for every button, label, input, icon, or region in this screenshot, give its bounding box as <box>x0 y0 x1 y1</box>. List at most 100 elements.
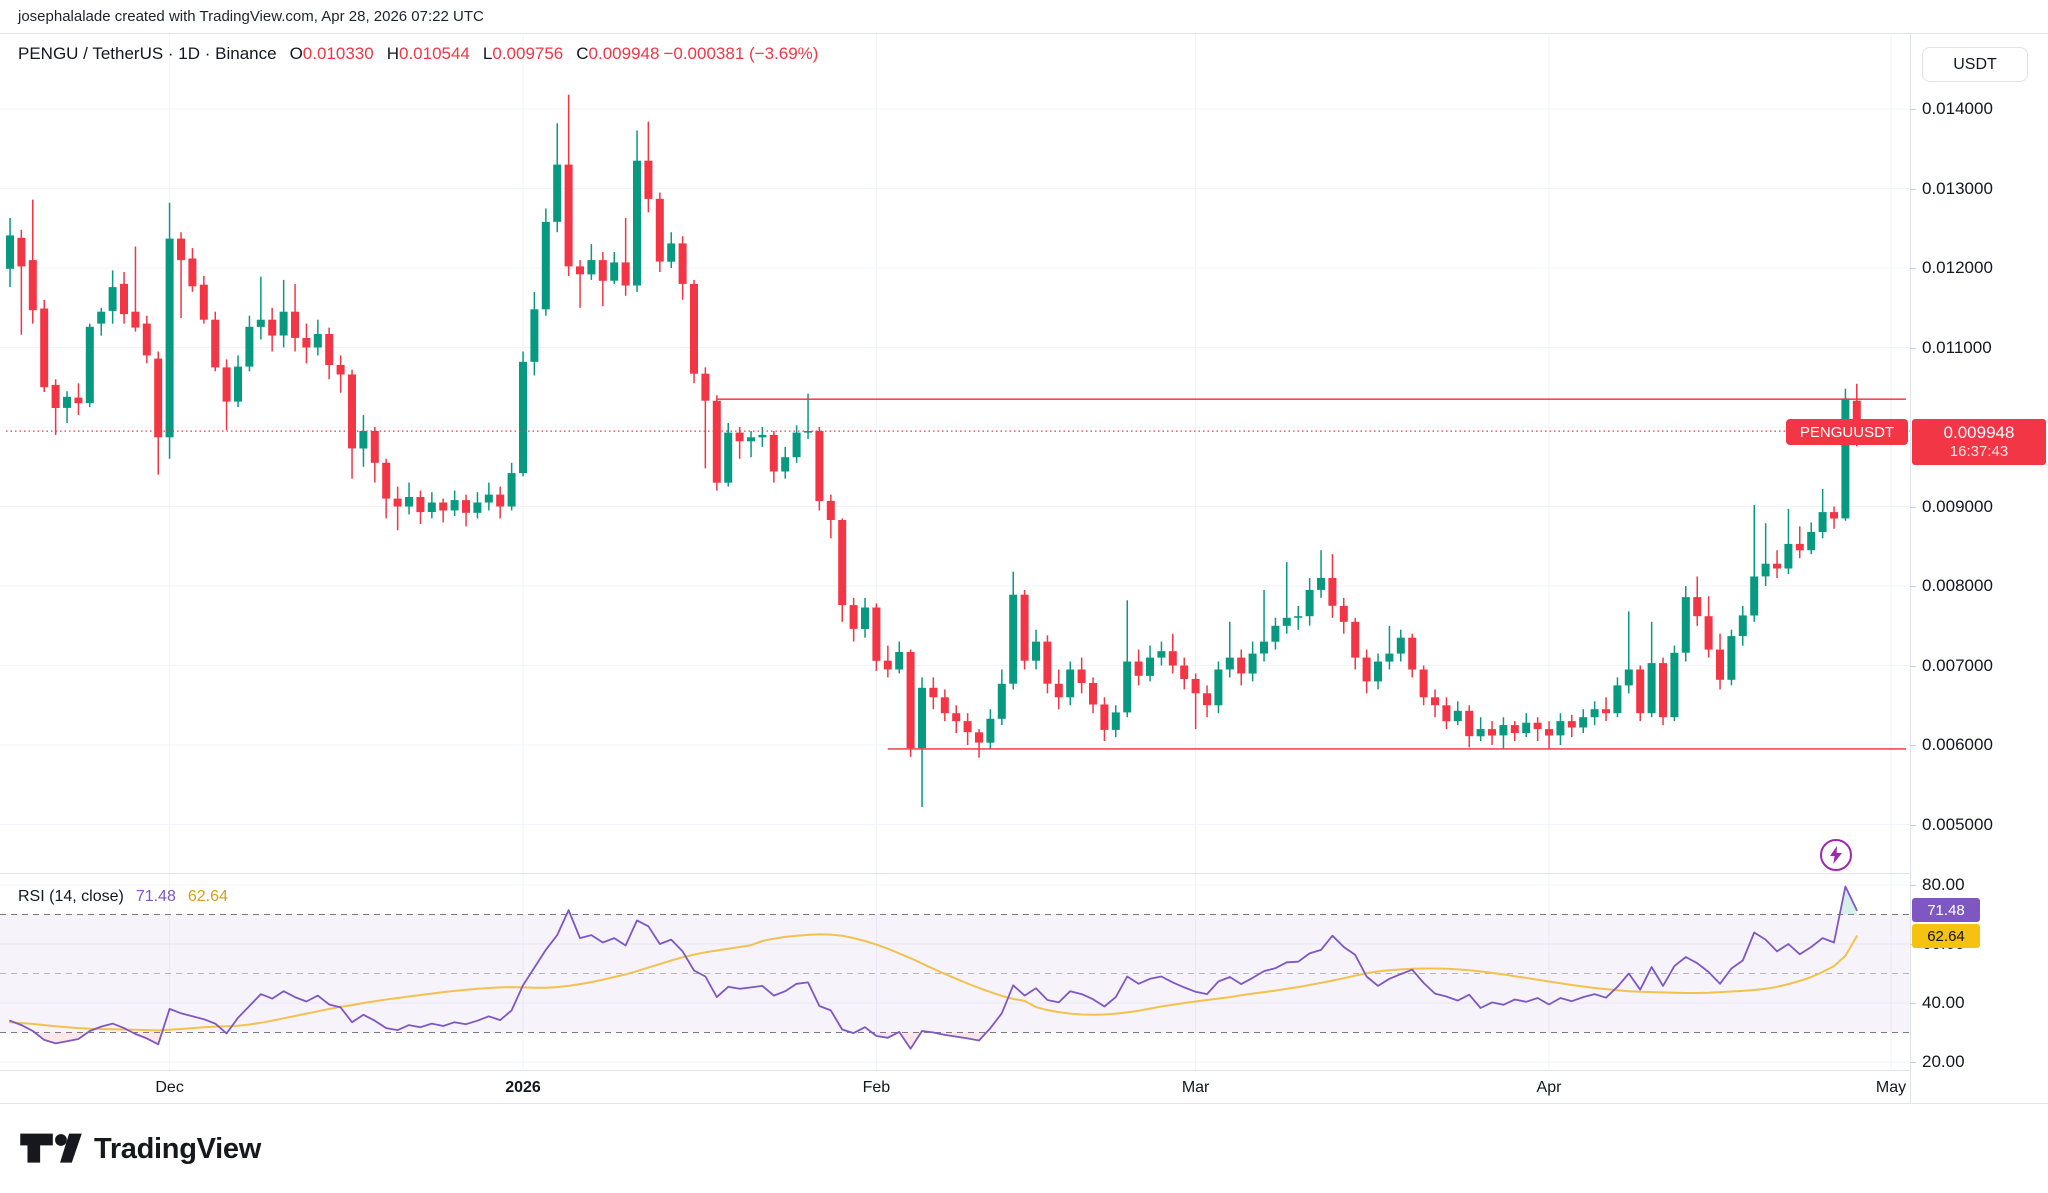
candle-body <box>177 238 185 261</box>
candle-body <box>1693 597 1702 617</box>
candle <box>108 270 117 324</box>
candle <box>1647 621 1656 718</box>
candle <box>462 494 470 527</box>
rsi-title[interactable]: RSI (14, close) <box>18 888 124 905</box>
candle-body <box>952 713 961 722</box>
ohlc-close-value: 0.009948 <box>588 44 660 63</box>
candle-body <box>1670 652 1679 718</box>
candle-body <box>1750 576 1759 616</box>
candle <box>1624 611 1633 694</box>
candle <box>211 311 220 372</box>
candle <box>1225 621 1234 678</box>
candle <box>997 669 1006 726</box>
candle <box>1852 383 1861 447</box>
candle-body <box>427 502 436 512</box>
rsi-ma-axis-badge-value: 62.64 <box>1927 927 1965 945</box>
quick-trade-button[interactable] <box>1820 839 1852 871</box>
pane-separator[interactable] <box>0 873 2048 874</box>
candle <box>1761 523 1770 586</box>
candle-body <box>154 358 163 438</box>
currency-toggle-button[interactable]: USDT <box>1922 47 2028 82</box>
candle-body <box>256 319 265 327</box>
rsi-oversold-fill <box>899 1032 921 1049</box>
candle <box>1317 550 1325 598</box>
rsi-pane <box>0 885 1910 1050</box>
candle <box>199 275 208 324</box>
candle <box>553 123 562 233</box>
candle-body <box>268 319 277 336</box>
candle-body <box>370 431 379 463</box>
candle <box>883 645 892 678</box>
candle-body <box>1237 657 1246 674</box>
candle <box>507 462 516 511</box>
candle-wick <box>624 217 627 296</box>
candle-body <box>359 431 368 449</box>
candle-body <box>416 497 425 513</box>
candle-wick <box>1628 611 1630 694</box>
candle-body <box>108 287 117 311</box>
candle-body <box>348 374 356 449</box>
attribution-text: josephalalade created with TradingView.c… <box>18 8 484 25</box>
candle <box>473 492 482 519</box>
axis-tick <box>1910 665 1916 667</box>
candle-body <box>872 607 881 661</box>
axis-tick <box>1910 506 1916 508</box>
candle <box>724 423 733 487</box>
candle <box>1784 508 1793 575</box>
candle <box>587 244 596 280</box>
candle-body <box>63 396 71 408</box>
candle <box>1795 526 1804 559</box>
axis-tick <box>1910 885 1916 886</box>
candle-body <box>826 500 835 520</box>
candle-wick <box>1320 550 1322 598</box>
candle <box>655 192 664 272</box>
candle <box>1510 721 1519 741</box>
candle-body <box>963 721 972 733</box>
candle-body <box>1225 657 1234 670</box>
candle-body <box>131 311 140 328</box>
candle-body <box>1032 641 1040 661</box>
last-price-label: 0.009948 16:37:43 <box>1912 419 2046 465</box>
candle-body <box>804 431 812 433</box>
candle-body <box>1647 663 1656 714</box>
time-axis-label: Apr <box>1536 1079 1562 1096</box>
candle-body <box>633 160 641 286</box>
candle <box>986 709 995 749</box>
candle-body <box>553 164 562 222</box>
axis-tick <box>1910 1003 1916 1004</box>
candle-body <box>1066 669 1075 698</box>
candle-body <box>1282 617 1291 626</box>
candle <box>633 130 641 292</box>
candle <box>1419 665 1428 706</box>
price-axis-label: 0.007000 <box>1922 655 1993 675</box>
candle <box>154 351 163 475</box>
candle <box>188 248 197 292</box>
candle <box>1556 713 1565 745</box>
candle-body <box>382 462 391 499</box>
candle <box>1499 717 1508 749</box>
candle <box>1100 697 1109 741</box>
candle <box>359 415 368 467</box>
lightning-icon <box>1830 846 1842 864</box>
candle <box>28 199 37 324</box>
symbol-title[interactable]: PENGU / TetherUS · 1D · Binance <box>18 44 277 63</box>
rsi-ma-value: 62.64 <box>187 888 228 905</box>
candle-wick <box>180 232 182 319</box>
candle-body <box>1305 590 1314 617</box>
candle <box>838 518 847 622</box>
candle-body <box>667 243 676 262</box>
candle <box>1807 522 1816 555</box>
candle <box>1157 641 1166 666</box>
candle <box>644 121 653 213</box>
candle-wick <box>978 729 980 758</box>
ohlc-close-label: C <box>576 44 589 63</box>
candle <box>1032 629 1040 670</box>
axis-tick <box>1910 586 1916 587</box>
tradingview-logo[interactable]: TradingView <box>18 1130 261 1168</box>
candle <box>63 391 71 423</box>
candle <box>416 490 425 524</box>
candle-body <box>1727 636 1736 680</box>
candle-body <box>450 500 459 511</box>
candle <box>895 641 904 674</box>
